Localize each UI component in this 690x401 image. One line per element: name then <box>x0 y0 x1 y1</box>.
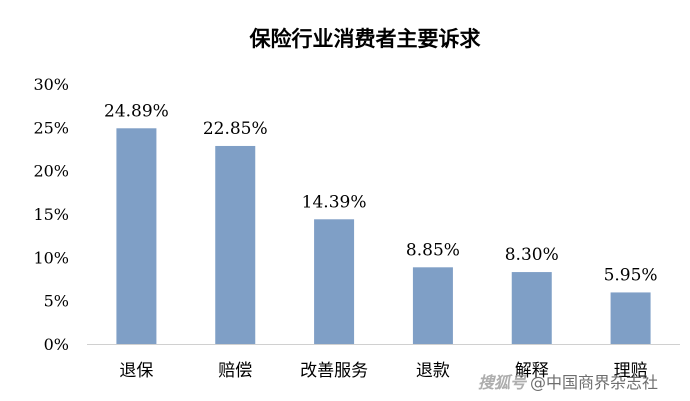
bar <box>511 272 552 344</box>
bar <box>116 128 157 344</box>
data-labels: 24.89% 22.85% 14.39% 8.85% 8.30% 5.95% <box>104 101 658 285</box>
y-tick-label: 0% <box>44 335 69 354</box>
watermark-text: @中国商界杂志社 <box>530 373 658 392</box>
x-tick-label: 理赔 <box>614 361 648 381</box>
data-label: 5.95% <box>604 265 658 285</box>
x-tick-label: 解释 <box>515 361 549 381</box>
x-tick-label: 改善服务 <box>300 361 368 381</box>
bar <box>215 145 256 344</box>
watermark: 搜狐号 @中国商界杂志社 <box>478 373 658 392</box>
y-tick-label: 5% <box>44 292 69 311</box>
data-label: 8.30% <box>505 245 559 265</box>
y-tick-label: 10% <box>33 248 69 267</box>
bar <box>412 267 453 344</box>
data-label: 8.85% <box>406 240 460 260</box>
chart-title: 保险行业消费者主要诉求 <box>249 27 481 51</box>
x-tick-label: 退保 <box>119 361 153 381</box>
y-tick-label: 30% <box>33 75 69 94</box>
y-tick-label: 20% <box>33 162 69 181</box>
bar <box>314 219 355 344</box>
data-label: 22.85% <box>203 119 268 139</box>
y-tick-label: 15% <box>33 205 69 224</box>
y-axis: 0% 5% 10% 15% 20% 25% 30% <box>33 75 69 354</box>
x-tick-label: 退款 <box>416 361 450 381</box>
bar <box>610 292 651 344</box>
data-label: 14.39% <box>302 192 367 212</box>
bars <box>116 128 651 344</box>
x-tick-label: 赔偿 <box>218 361 252 381</box>
y-tick-label: 25% <box>33 118 69 137</box>
data-label: 24.89% <box>104 101 169 121</box>
watermark-logo: 搜狐号 <box>478 373 528 392</box>
x-axis: 退保 赔偿 改善服务 退款 解释 理赔 <box>87 344 680 381</box>
